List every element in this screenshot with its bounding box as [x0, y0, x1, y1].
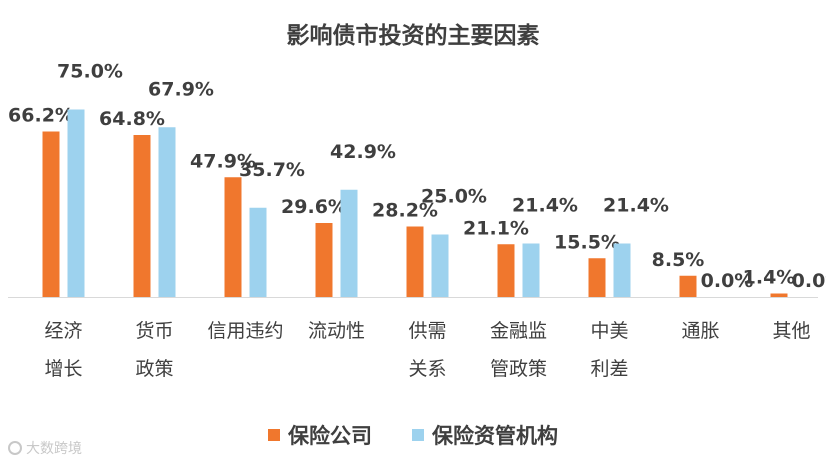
bar-asset-mgmt-3	[340, 189, 358, 297]
legend-swatch-asset-mgmt	[412, 429, 424, 441]
chart-title: 影响债市投资的主要因素	[286, 23, 540, 49]
watermark: 大数跨境	[8, 438, 82, 458]
watermark-text: 大数跨境	[26, 441, 82, 457]
bar-insurance-6	[588, 258, 606, 297]
bar-insurance-1	[133, 135, 151, 297]
data-label-asset-mgmt-3: 42.9%	[330, 141, 396, 163]
data-label-asset-mgmt-1: 67.9%	[148, 78, 214, 100]
bar-asset-mgmt-0	[67, 109, 85, 297]
data-label-asset-mgmt-4: 25.0%	[421, 186, 487, 208]
data-label-asset-mgmt-0: 75.0%	[57, 61, 123, 83]
bar-asset-mgmt-1	[158, 127, 176, 297]
x-tick-label-3-0: 流动性	[308, 320, 365, 342]
x-tick-label-5-1: 管政策	[490, 358, 547, 380]
data-label-insurance-5: 21.1%	[463, 217, 529, 239]
chart-legend: 保险公司 保险资管机构	[0, 420, 826, 450]
x-tick-label-6-1: 利差	[590, 358, 628, 380]
x-tick-label-4-1: 关系	[408, 358, 446, 380]
bar-asset-mgmt-2	[249, 207, 267, 297]
x-tick-label-7-0: 通胀	[681, 320, 719, 342]
data-label-insurance-7: 8.5%	[652, 249, 705, 271]
bar-insurance-2	[224, 177, 242, 297]
bar-asset-mgmt-5	[522, 243, 540, 297]
x-tick-label-0-0: 经济	[44, 320, 82, 342]
legend-label-asset-mgmt: 保险资管机构	[432, 424, 558, 448]
x-tick-label-1-0: 货币	[135, 320, 173, 342]
data-label-insurance-0: 66.2%	[8, 105, 74, 127]
legend-item-insurance: 保险公司	[268, 420, 372, 450]
data-label-insurance-3: 29.6%	[281, 196, 347, 218]
x-tick-label-4-0: 供需	[408, 320, 446, 342]
bar-asset-mgmt-4	[431, 234, 449, 297]
bar-insurance-5	[497, 244, 515, 297]
legend-swatch-insurance	[268, 429, 280, 441]
logo-icon	[8, 441, 22, 455]
legend-label-insurance: 保险公司	[288, 424, 372, 448]
x-tick-label-6-0: 中美	[590, 320, 628, 342]
bar-insurance-7	[679, 275, 697, 297]
x-tick-label-1-1: 政策	[135, 358, 173, 380]
data-label-asset-mgmt-8: 0.0%	[792, 270, 826, 292]
data-label-insurance-4: 28.2%	[372, 200, 438, 222]
data-label-asset-mgmt-5: 21.4%	[512, 195, 578, 217]
x-tick-label-8-0: 其他	[772, 320, 810, 342]
bar-insurance-3	[315, 223, 333, 297]
data-label-insurance-2: 47.9%	[190, 150, 256, 172]
x-tick-label-2-0: 信用违约	[207, 320, 283, 342]
bar-insurance-4	[406, 226, 424, 297]
x-tick-label-0-1: 增长	[44, 358, 82, 380]
bar-asset-mgmt-6	[613, 243, 631, 297]
bar-insurance-0	[42, 131, 60, 297]
data-label-asset-mgmt-6: 21.4%	[603, 195, 669, 217]
legend-item-asset-mgmt: 保险资管机构	[412, 420, 558, 450]
data-label-insurance-8: 1.4%	[743, 267, 796, 289]
bar-insurance-8	[770, 293, 788, 297]
x-tick-label-5-0: 金融监	[490, 320, 547, 342]
data-label-insurance-6: 15.5%	[554, 231, 620, 253]
data-label-insurance-1: 64.8%	[99, 108, 165, 130]
data-label-asset-mgmt-2: 35.7%	[239, 159, 305, 181]
data-label-asset-mgmt-7: 0.0%	[701, 270, 754, 292]
